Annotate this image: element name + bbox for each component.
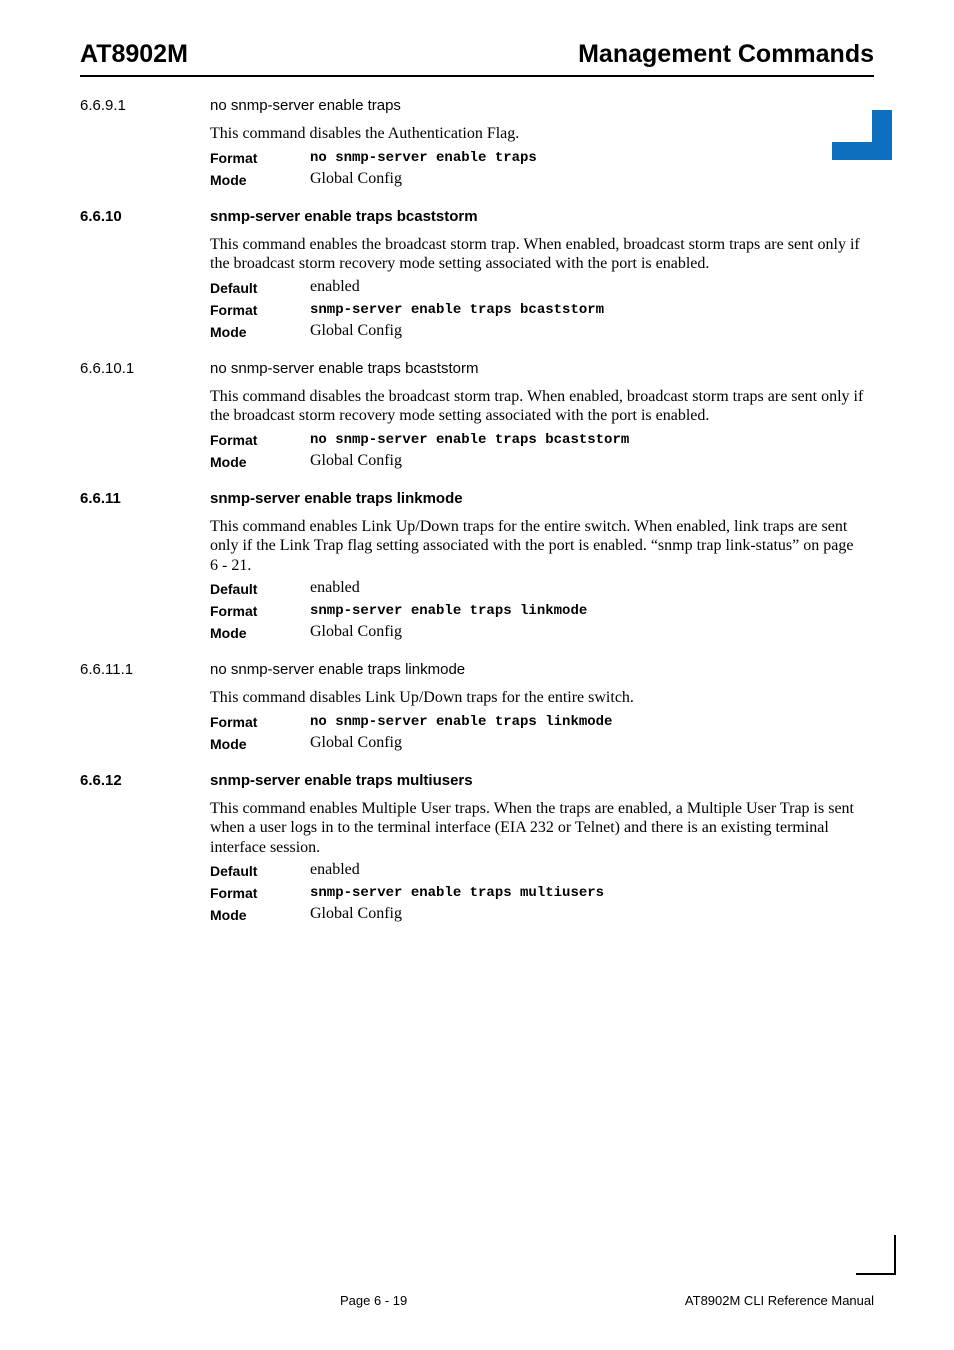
section-heading: 6.6.11.1no snmp-server enable traps link… — [80, 661, 874, 678]
kv-key: Mode — [210, 322, 310, 340]
kv-row: ModeGlobal Config — [210, 734, 864, 752]
kv-value: Global Config — [310, 734, 402, 752]
section-paragraph: This command enables Multiple User traps… — [210, 799, 864, 858]
section-body: This command enables the broadcast storm… — [210, 235, 864, 340]
section-title: no snmp-server enable traps — [210, 97, 401, 114]
kv-value: no snmp-server enable traps bcaststorm — [310, 430, 629, 448]
section-paragraph: This command disables the Authentication… — [210, 124, 864, 144]
kv-value: snmp-server enable traps linkmode — [310, 601, 587, 619]
section-body: This command disables the broadcast stor… — [210, 387, 864, 470]
sections-container: 6.6.9.1no snmp-server enable trapsThis c… — [80, 97, 874, 923]
section-body: This command disables Link Up/Down traps… — [210, 688, 864, 752]
kv-row: ModeGlobal Config — [210, 452, 864, 470]
section-number: 6.6.10 — [80, 208, 210, 225]
section-title: no snmp-server enable traps bcaststorm — [210, 360, 478, 377]
kv-key: Mode — [210, 623, 310, 641]
kv-value: enabled — [310, 579, 360, 597]
kv-key: Format — [210, 148, 310, 166]
footer-page-number: Page 6 - 19 — [340, 1293, 407, 1308]
kv-key: Format — [210, 300, 310, 318]
kv-key: Format — [210, 883, 310, 901]
section-heading: 6.6.10snmp-server enable traps bcaststor… — [80, 208, 874, 225]
page-header: AT8902M Management Commands — [80, 40, 874, 75]
section-number: 6.6.9.1 — [80, 97, 210, 114]
kv-value: Global Config — [310, 452, 402, 470]
kv-key: Default — [210, 278, 310, 296]
kv-value: enabled — [310, 861, 360, 879]
kv-value: Global Config — [310, 905, 402, 923]
section-number: 6.6.10.1 — [80, 360, 210, 377]
section-number: 6.6.11.1 — [80, 661, 210, 678]
kv-value: no snmp-server enable traps linkmode — [310, 712, 612, 730]
kv-value: Global Config — [310, 322, 402, 340]
kv-row: Formatsnmp-server enable traps linkmode — [210, 601, 864, 619]
page-footer: Page 6 - 19 AT8902M CLI Reference Manual — [80, 1293, 874, 1308]
kv-value: enabled — [310, 278, 360, 296]
kv-row: Formatsnmp-server enable traps bcaststor… — [210, 300, 864, 318]
page: AT8902M Management Commands 6.6.9.1no sn… — [0, 0, 954, 1350]
kv-key: Default — [210, 861, 310, 879]
section-paragraph: This command enables Link Up/Down traps … — [210, 517, 864, 576]
section-title: snmp-server enable traps bcaststorm — [210, 208, 478, 225]
kv-key: Format — [210, 712, 310, 730]
kv-value: Global Config — [310, 170, 402, 188]
kv-row: Formatno snmp-server enable traps — [210, 148, 864, 166]
kv-key: Mode — [210, 905, 310, 923]
header-rule — [80, 75, 874, 77]
section-heading: 6.6.12snmp-server enable traps multiuser… — [80, 772, 874, 789]
kv-row: ModeGlobal Config — [210, 322, 864, 340]
section-number: 6.6.12 — [80, 772, 210, 789]
section-title: snmp-server enable traps linkmode — [210, 490, 463, 507]
section-body: This command disables the Authentication… — [210, 124, 864, 188]
kv-key: Format — [210, 430, 310, 448]
section-title: snmp-server enable traps multiusers — [210, 772, 473, 789]
kv-row: Formatsnmp-server enable traps multiuser… — [210, 883, 864, 901]
kv-value: snmp-server enable traps bcaststorm — [310, 300, 604, 318]
kv-key: Default — [210, 579, 310, 597]
kv-key: Format — [210, 601, 310, 619]
section-number: 6.6.11 — [80, 490, 210, 507]
kv-row: ModeGlobal Config — [210, 623, 864, 641]
header-left: AT8902M — [80, 40, 188, 69]
footer-doc-title: AT8902M CLI Reference Manual — [685, 1293, 874, 1308]
section-heading: 6.6.10.1no snmp-server enable traps bcas… — [80, 360, 874, 377]
kv-row: Formatno snmp-server enable traps linkmo… — [210, 712, 864, 730]
kv-row: ModeGlobal Config — [210, 905, 864, 923]
kv-row: ModeGlobal Config — [210, 170, 864, 188]
section-paragraph: This command enables the broadcast storm… — [210, 235, 864, 274]
section-title: no snmp-server enable traps linkmode — [210, 661, 465, 678]
section-heading: 6.6.11snmp-server enable traps linkmode — [80, 490, 874, 507]
section-heading: 6.6.9.1no snmp-server enable traps — [80, 97, 874, 114]
section-paragraph: This command disables Link Up/Down traps… — [210, 688, 864, 708]
kv-key: Mode — [210, 170, 310, 188]
footer-corner-icon — [856, 1235, 896, 1275]
kv-row: Formatno snmp-server enable traps bcasts… — [210, 430, 864, 448]
section-body: This command enables Link Up/Down traps … — [210, 517, 864, 642]
kv-row: Defaultenabled — [210, 579, 864, 597]
kv-value: Global Config — [310, 623, 402, 641]
header-right: Management Commands — [578, 40, 874, 69]
kv-value: no snmp-server enable traps — [310, 148, 537, 166]
kv-value: snmp-server enable traps multiusers — [310, 883, 604, 901]
kv-row: Defaultenabled — [210, 861, 864, 879]
kv-key: Mode — [210, 452, 310, 470]
section-paragraph: This command disables the broadcast stor… — [210, 387, 864, 426]
kv-key: Mode — [210, 734, 310, 752]
kv-row: Defaultenabled — [210, 278, 864, 296]
section-body: This command enables Multiple User traps… — [210, 799, 864, 924]
